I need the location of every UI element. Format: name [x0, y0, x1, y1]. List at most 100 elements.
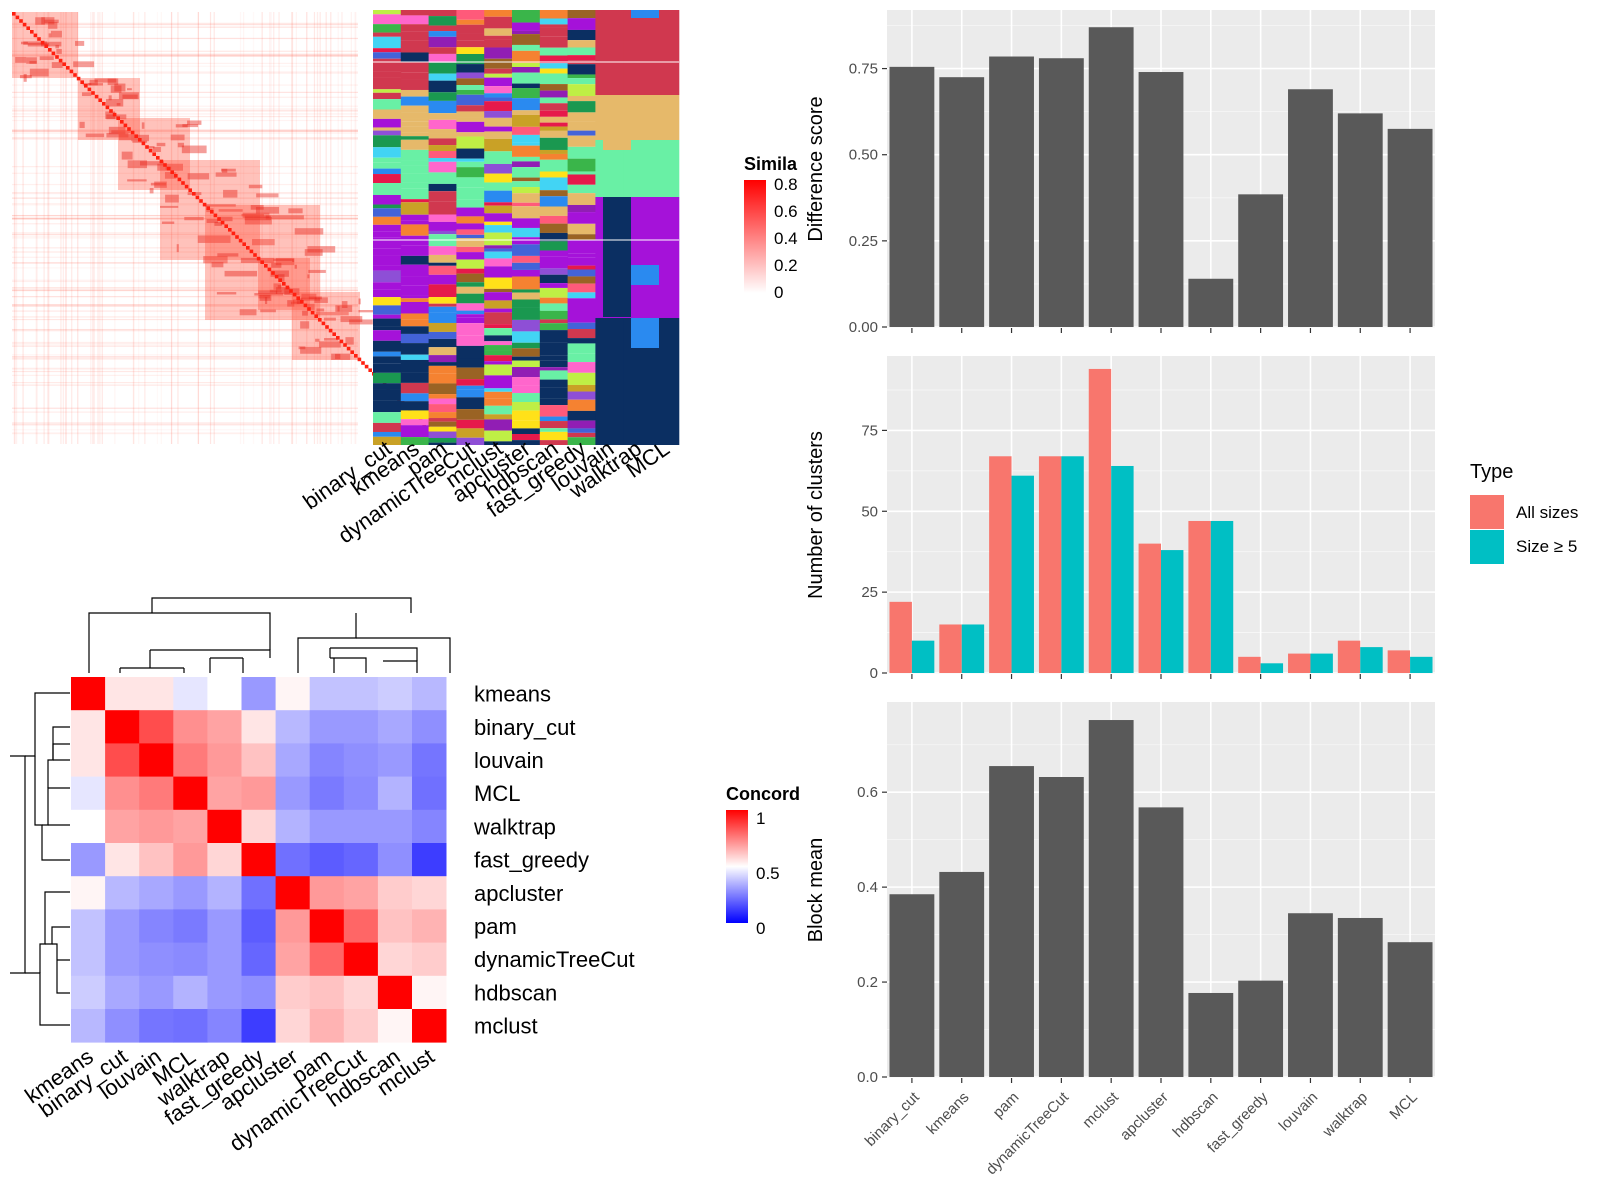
bar-size-ge5	[1360, 647, 1383, 673]
concordance-cell	[139, 743, 174, 777]
y-axis-title: Block mean	[805, 838, 827, 943]
concordance-cell	[412, 776, 447, 811]
concordance-cell	[105, 843, 140, 877]
y-tick-label: 0.6	[857, 784, 878, 801]
bar-all-sizes	[889, 601, 912, 673]
legend-label-all-sizes: All sizes	[1516, 503, 1578, 522]
cluster-membership-heatmap	[373, 10, 680, 445]
concordance-cell	[105, 677, 140, 711]
y-axis-title: Difference score	[805, 96, 827, 241]
bar-all-sizes	[989, 456, 1012, 673]
concordance-cell	[377, 942, 413, 977]
concordance-cell	[207, 809, 242, 844]
concordance-cell	[241, 909, 276, 943]
concordance-cell	[105, 710, 140, 744]
concordance-dendrogram-left	[10, 692, 70, 1026]
bar	[939, 871, 985, 1077]
bar-size-ge5	[961, 624, 985, 673]
concordance-cell	[105, 942, 140, 977]
bar-chart-3: 0.0 0.2 0.4 0.6 Block mean binary_cut kmeans pa…	[805, 702, 1435, 1178]
concordance-cell	[105, 975, 140, 1010]
x-tick-label: pam	[990, 1089, 1023, 1122]
concordance-cell	[207, 776, 242, 811]
x-tick-label: binary_cut	[862, 1088, 924, 1150]
concordance-cell	[71, 710, 106, 744]
bar-all-sizes	[1337, 640, 1361, 673]
concordance-cell	[412, 809, 447, 844]
bar-size-ge5	[1011, 475, 1034, 673]
concordance-cell	[377, 1009, 413, 1043]
concordance-cell	[173, 809, 208, 844]
concordance-cell	[173, 776, 208, 811]
concordance-cell	[71, 677, 106, 711]
concordance-cell	[377, 843, 413, 877]
similarity-heatmap	[10, 10, 444, 445]
concordance-cell	[377, 975, 413, 1010]
bar	[1288, 89, 1333, 327]
similarity-legend-tick: 0.2	[774, 256, 798, 275]
concordance-cell	[241, 942, 276, 977]
concordance-cell	[71, 942, 106, 977]
bar-size-ge5	[1111, 465, 1134, 673]
concordance-cell	[412, 743, 447, 777]
concordance-legend-title: Concord	[726, 784, 800, 804]
concordance-cell	[207, 909, 242, 943]
y-tick-label: 0.2	[857, 974, 878, 991]
concordance-cell	[173, 843, 208, 877]
concordance-cell	[173, 975, 208, 1010]
concordance-cell	[105, 1009, 140, 1043]
concordance-cell	[207, 677, 242, 711]
concordance-cell	[139, 876, 174, 910]
bar	[1387, 942, 1433, 1077]
similarity-legend-tick: 0	[774, 283, 783, 302]
concordance-legend-colorbar	[726, 810, 748, 923]
concordance-cell	[71, 876, 106, 910]
concordance-cell	[241, 1009, 276, 1043]
concordance-cell	[71, 1009, 106, 1043]
concordance-cell	[71, 909, 106, 943]
concordance-cell	[139, 975, 174, 1010]
bar	[1387, 128, 1433, 327]
concordance-cell	[309, 843, 345, 877]
concordance-cell	[241, 743, 276, 777]
concordance-cell	[71, 843, 106, 877]
concordance-cell	[275, 677, 311, 711]
concordance-cell	[377, 909, 413, 943]
concordance-cell	[377, 743, 413, 777]
bar	[939, 77, 985, 327]
concordance-cell	[207, 876, 242, 910]
concordance-cell	[377, 876, 413, 910]
concordance-cell	[343, 677, 379, 711]
concordance-cell	[105, 909, 140, 943]
bar-chart-panels: 0.00 0.25 0.50 0.75 Difference score 0 25 50 75 N…	[805, 10, 1435, 1178]
bar	[1138, 807, 1184, 1077]
concordance-row-label: hdbscan	[474, 980, 557, 1005]
y-tick-label: 75	[861, 422, 878, 439]
y-tick-label: 0.75	[849, 61, 878, 78]
concordance-cell	[173, 909, 208, 943]
legend-swatch-all-sizes	[1470, 495, 1504, 529]
bar-size-ge5	[911, 640, 935, 673]
concordance-cell	[241, 809, 276, 844]
concordance-cell	[275, 909, 311, 943]
concordance-cell	[275, 975, 311, 1010]
concordance-cell	[173, 942, 208, 977]
bar	[889, 66, 935, 327]
concordance-cell	[343, 843, 379, 877]
concordance-cell	[309, 776, 345, 811]
concordance-cell	[309, 677, 345, 711]
concordance-cell	[309, 942, 345, 977]
y-tick-label: 25	[861, 584, 878, 601]
concordance-row-label: mclust	[474, 1014, 538, 1039]
concordance-cell	[309, 975, 345, 1010]
bar	[989, 766, 1034, 1077]
y-tick-label: 0.00	[849, 319, 878, 336]
x-tick-label: mclust	[1079, 1088, 1122, 1131]
concordance-cell	[309, 710, 345, 744]
concordance-cell	[71, 809, 106, 844]
concordance-cell	[275, 710, 311, 744]
concordance-cell	[71, 743, 106, 777]
concordance-cell	[343, 975, 379, 1010]
concordance-cell	[207, 710, 242, 744]
